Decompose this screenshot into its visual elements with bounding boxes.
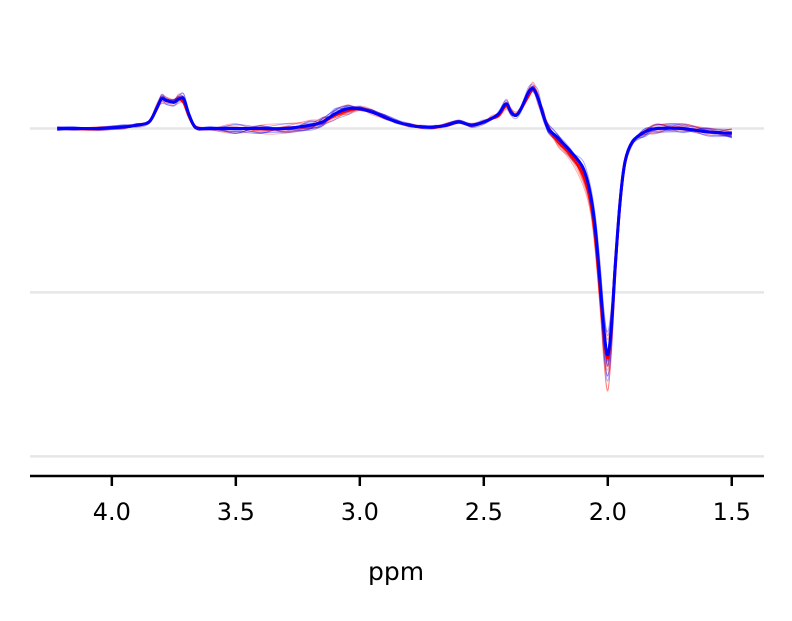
gridlines <box>30 127 764 458</box>
replicate-trace-1-7 <box>57 85 732 376</box>
x-tick-label-1: 3.5 <box>217 498 255 526</box>
x-tick-label-0: 4.0 <box>93 498 131 526</box>
x-tick-label-5: 1.5 <box>713 498 751 526</box>
series-line-blue <box>57 87 732 357</box>
x-tick-label-2: 3.0 <box>341 498 379 526</box>
replicate-trace-0-0 <box>57 88 732 371</box>
x-axis-label: ppm <box>368 557 424 586</box>
x-tick-label-4: 2.0 <box>589 498 627 526</box>
x-axis: 4.0 3.5 3.0 2.5 2.0 1.5 <box>30 474 764 526</box>
mean-spectra <box>57 87 732 360</box>
x-tick-label-3: 2.5 <box>465 498 503 526</box>
